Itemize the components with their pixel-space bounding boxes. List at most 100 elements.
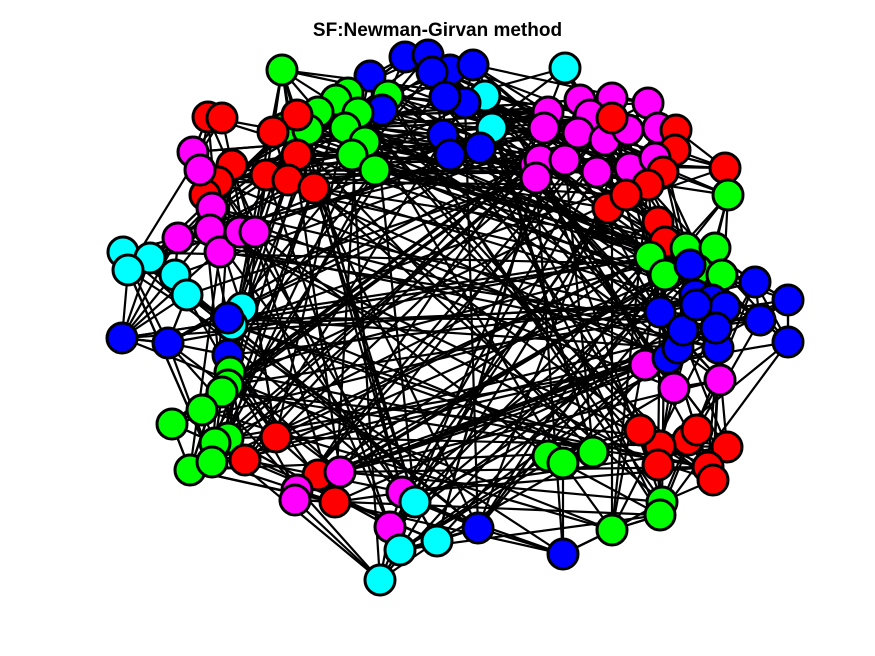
graph-edge bbox=[333, 112, 360, 503]
graph-edge bbox=[659, 341, 789, 516]
graph-node-blue bbox=[771, 283, 805, 317]
graph-node-red bbox=[595, 101, 629, 135]
graph-node-magenta bbox=[703, 363, 737, 397]
graph-edge bbox=[229, 371, 341, 473]
graph-node-red bbox=[228, 443, 262, 477]
graph-node-red bbox=[609, 178, 643, 212]
graph-node-green bbox=[576, 435, 610, 469]
graph-edge bbox=[254, 230, 719, 350]
graph-node-magenta bbox=[183, 153, 217, 187]
graph-node-blue bbox=[643, 295, 677, 329]
graph-node-red bbox=[696, 463, 730, 497]
graph-edge bbox=[379, 194, 729, 581]
graph-node-green bbox=[185, 393, 219, 427]
graph-node-green bbox=[643, 498, 677, 532]
graph-edge bbox=[414, 171, 598, 503]
graph-node-red bbox=[708, 151, 742, 185]
graph-node-cyan bbox=[548, 51, 582, 85]
graph-edge bbox=[562, 462, 661, 516]
graph-node-blue bbox=[673, 248, 707, 282]
graph-edge bbox=[231, 303, 697, 327]
graph-edge bbox=[414, 241, 666, 503]
graph-node-blue bbox=[699, 311, 733, 345]
graph-edge bbox=[167, 342, 341, 473]
graph-node-blue bbox=[211, 301, 245, 335]
node-layer bbox=[105, 38, 805, 597]
graph-node-red bbox=[623, 413, 657, 447]
graph-edge bbox=[227, 298, 713, 357]
graph-edge bbox=[221, 390, 709, 469]
graph-node-blue bbox=[463, 131, 497, 165]
graph-node-magenta bbox=[238, 215, 272, 249]
graph-edge bbox=[401, 264, 691, 493]
graph-node-blue bbox=[771, 325, 805, 359]
graph-node-blue bbox=[679, 288, 713, 322]
graph-node-magenta bbox=[323, 455, 357, 489]
graph-edge bbox=[339, 378, 721, 474]
graph-node-cyan bbox=[363, 563, 397, 597]
graph-edge bbox=[296, 117, 613, 491]
graph-node-red bbox=[256, 115, 290, 149]
graph-node-green bbox=[711, 178, 745, 212]
graph-edge bbox=[211, 169, 376, 463]
graph-node-green bbox=[546, 446, 580, 480]
graph-edge bbox=[167, 342, 381, 581]
graph-edge bbox=[374, 168, 609, 210]
graph-edge bbox=[227, 316, 679, 350]
graph-node-magenta bbox=[161, 221, 195, 255]
graph-node-red bbox=[205, 101, 239, 135]
graph-node-blue bbox=[151, 326, 185, 360]
graph-node-blue bbox=[738, 265, 772, 299]
graph-node-magenta bbox=[657, 371, 691, 405]
graph-node-magenta bbox=[580, 155, 614, 189]
graph-node-blue bbox=[105, 321, 139, 355]
graph-node-blue bbox=[461, 511, 495, 545]
graph-edge bbox=[127, 269, 564, 555]
graph-node-magenta bbox=[561, 116, 595, 150]
graph-node-green bbox=[265, 53, 299, 87]
graph-node-magenta bbox=[527, 111, 561, 145]
graph-edge bbox=[241, 306, 594, 454]
graph-node-blue bbox=[433, 138, 467, 172]
graph-edge bbox=[265, 173, 669, 360]
graph-node-red bbox=[259, 420, 293, 454]
graph-edge bbox=[211, 177, 537, 463]
graph-node-red bbox=[280, 98, 314, 132]
graph-edge bbox=[389, 299, 713, 528]
plot-title: SF:Newman-Girvan method bbox=[312, 20, 563, 41]
graph-node-red bbox=[297, 171, 331, 205]
graph-edge bbox=[472, 64, 675, 389]
graph-node-blue bbox=[743, 303, 777, 337]
graph-node-cyan bbox=[398, 485, 432, 519]
graph-node-cyan bbox=[383, 533, 417, 567]
graph-node-green bbox=[155, 407, 189, 441]
graph-edge bbox=[294, 499, 381, 581]
graph-node-magenta bbox=[519, 161, 553, 195]
graph-node-blue bbox=[456, 48, 490, 82]
graph-node-green bbox=[595, 513, 629, 547]
graph-node-red bbox=[318, 485, 352, 519]
graph-node-blue bbox=[428, 80, 462, 114]
graph-node-cyan bbox=[170, 278, 204, 312]
graph-edge bbox=[294, 247, 716, 501]
graph-node-green bbox=[358, 153, 392, 187]
graph-edge bbox=[227, 340, 789, 440]
graph-node-blue bbox=[546, 537, 580, 571]
graph-edge bbox=[264, 174, 392, 528]
graph-edge bbox=[231, 323, 594, 454]
graph-node-magenta bbox=[548, 143, 582, 177]
graph-node-red bbox=[641, 448, 675, 482]
graph-edge bbox=[334, 363, 646, 504]
graph-node-red bbox=[680, 413, 714, 447]
graph-node-green bbox=[335, 138, 369, 172]
graph-node-cyan bbox=[111, 253, 145, 287]
graph-edge bbox=[317, 241, 666, 476]
graph-edge bbox=[121, 336, 613, 532]
graph-edge bbox=[121, 237, 179, 339]
graph-node-red bbox=[710, 430, 744, 464]
graph-node-magenta bbox=[203, 235, 237, 269]
graph-node-cyan bbox=[420, 524, 454, 558]
graph-edge bbox=[339, 117, 613, 473]
